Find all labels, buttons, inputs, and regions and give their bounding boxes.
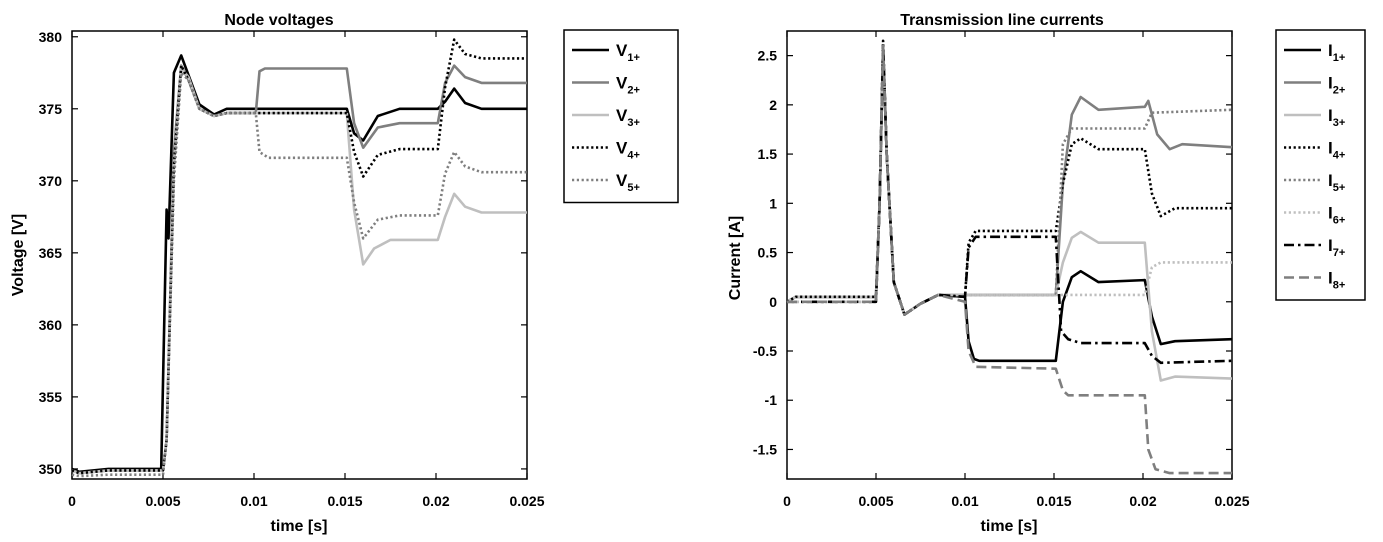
y-tick-label: 370 — [39, 173, 63, 189]
legend-label-i-5plus: I5+ — [1328, 171, 1345, 194]
y-tick-label: -1 — [765, 392, 778, 408]
legend-label-i-3plus: I3+ — [1328, 106, 1345, 129]
x-tick-label: 0 — [68, 493, 76, 509]
y-tick-label: 2.5 — [758, 48, 778, 64]
y-tick-label: -1.5 — [753, 441, 777, 457]
plot-area — [71, 30, 528, 480]
legend-label-v-3plus: V3+ — [616, 106, 640, 129]
x-tick-label: 0.01 — [240, 493, 267, 509]
x-axis-ticks: 0 0.005 0.01 0.015 0.02 0.025 — [68, 31, 545, 509]
node-voltages-chart: Node voltages 0 0.005 0.01 0.015 0.02 0.025 3… — [10, 12, 679, 535]
chart-title: Node voltages — [224, 12, 333, 29]
y-axis-label: Current [A] — [727, 216, 744, 300]
y-tick-label: 2 — [769, 97, 777, 113]
y-tick-label: 350 — [39, 461, 63, 477]
series-line-v-5plus — [71, 71, 527, 478]
chart-title: Transmission line currents — [900, 12, 1104, 29]
x-tick-label: 0.025 — [509, 493, 544, 509]
legend-label-i-6plus: I6+ — [1328, 204, 1345, 227]
series-line-i-8plus — [787, 44, 1232, 475]
x-tick-label: 0.005 — [145, 493, 180, 509]
series-lines — [71, 38, 527, 478]
legend-label-v-2plus: V2+ — [616, 74, 640, 97]
y-axis-label: Voltage [V] — [10, 214, 27, 296]
y-tick-label: 375 — [39, 101, 63, 117]
legend-label-v-4plus: V4+ — [616, 139, 640, 162]
y-tick-label: 380 — [39, 29, 63, 45]
legend-label-v-1plus: V1+ — [616, 41, 640, 64]
y-tick-label: 365 — [39, 245, 63, 261]
y-tick-label: 0 — [769, 294, 777, 310]
x-tick-label: 0 — [783, 493, 791, 509]
x-axis-label: time [s] — [271, 518, 328, 535]
x-tick-label: 0.02 — [1129, 493, 1156, 509]
x-axis-label: time [s] — [981, 518, 1038, 535]
y-tick-label: 360 — [39, 317, 63, 333]
x-tick-label: 0.005 — [858, 493, 893, 509]
y-tick-label: -0.5 — [753, 343, 777, 359]
legend: V1+ V2+ V3+ V4+ V5+ — [563, 29, 679, 204]
legend-label-i-2plus: I2+ — [1328, 74, 1345, 97]
legend-label-i-7plus: I7+ — [1328, 236, 1345, 259]
legend-label-i-8plus: I8+ — [1328, 269, 1345, 292]
series-line-v-1plus — [71, 54, 527, 474]
y-axis-ticks: 2.5 2 1.5 1 0.5 0 -0.5 -1 -1.5 — [753, 48, 1232, 457]
plot-area — [786, 30, 1233, 480]
x-tick-label: 0.015 — [1036, 493, 1071, 509]
legend-label-i-4plus: I4+ — [1328, 139, 1345, 162]
x-tick-label: 0.01 — [951, 493, 978, 509]
legend-box — [1275, 29, 1366, 301]
legend-label-i-1plus: I1+ — [1328, 41, 1345, 64]
legend-label-v-5plus: V5+ — [616, 171, 640, 194]
x-tick-label: 0.025 — [1214, 493, 1249, 509]
transmission-line-currents-chart: Transmission line currents 0 0.005 0.01 0.0… — [727, 12, 1366, 535]
y-tick-label: 1 — [769, 195, 777, 211]
legend: I1+ I2+ I3+ I4+ I5+ I6+ I7+ I8+ — [1275, 29, 1366, 301]
y-tick-label: 355 — [39, 389, 63, 405]
x-tick-label: 0.02 — [422, 493, 449, 509]
y-tick-label: 1.5 — [758, 146, 778, 162]
x-axis-ticks: 0 0.005 0.01 0.015 0.02 0.025 — [783, 31, 1250, 509]
y-axis-ticks: 350 355 360 365 370 375 380 — [39, 29, 527, 477]
series-lines — [786, 39, 1233, 475]
y-tick-label: 0.5 — [758, 245, 778, 261]
x-tick-label: 0.015 — [327, 493, 362, 509]
series-line-i-6plus — [787, 44, 1232, 316]
